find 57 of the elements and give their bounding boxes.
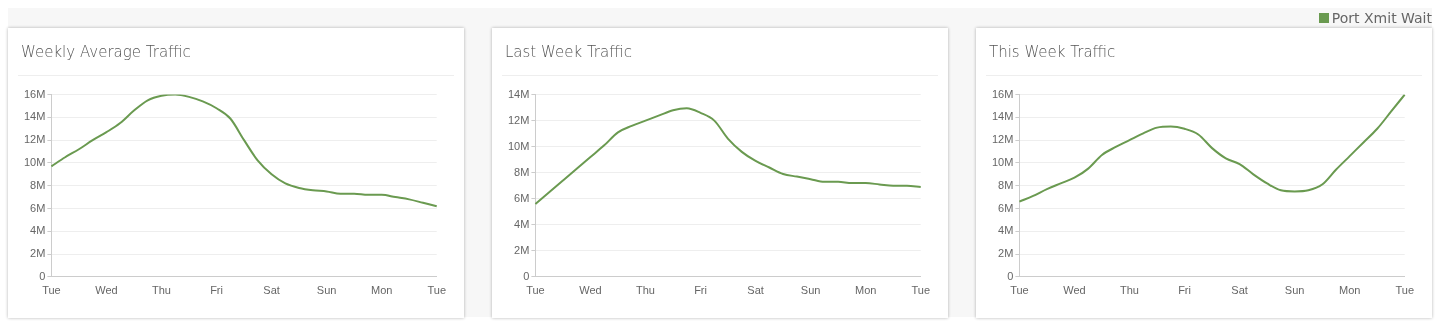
y-tick-label: 6M [998, 201, 1014, 214]
x-tick-label: Fri [1178, 284, 1191, 297]
y-tick-label: 4M [514, 217, 530, 230]
y-tick-label: 10M [507, 139, 530, 152]
x-tick-label: Sat [263, 284, 280, 297]
y-tick-label: 2M [998, 247, 1014, 260]
x-tick-label: Tue [1395, 284, 1414, 297]
chart-title: This Week Traffic [986, 28, 1422, 76]
y-tick-label: 0 [39, 269, 46, 282]
y-tick-label: 14M [991, 110, 1014, 123]
x-tick-label: Mon [1338, 284, 1361, 297]
y-tick-label: 14M [507, 87, 530, 100]
y-tick-label: 10M [991, 155, 1014, 168]
x-tick-label: Thu [1120, 284, 1139, 297]
x-tick-label: Sat [747, 284, 764, 297]
x-tick-label: Sat [1231, 284, 1248, 297]
legend-label: Port Xmit Wait [1331, 10, 1432, 26]
chart-title: Weekly Average Traffic [18, 28, 454, 76]
y-tick-label: 12M [23, 133, 46, 146]
y-tick-label: 12M [991, 133, 1014, 146]
line-series [534, 107, 922, 205]
y-tick-label: 14M [23, 110, 46, 123]
x-tick-label: Wed [95, 284, 118, 297]
y-tick-label: 6M [30, 201, 46, 214]
y-tick-label: 2M [514, 243, 530, 256]
line-series [1018, 94, 1406, 203]
x-tick-label: Wed [579, 284, 602, 297]
y-tick-label: 4M [30, 224, 46, 237]
chart-title: Last Week Traffic [502, 28, 938, 76]
x-tick-label: Thu [636, 284, 655, 297]
line-series [50, 94, 438, 208]
y-tick-label: 8M [998, 178, 1014, 191]
y-tick-label: 12M [507, 113, 530, 126]
x-tick-label: Mon [854, 284, 877, 297]
y-tick-label: 2M [30, 247, 46, 260]
y-tick-label: 8M [30, 178, 46, 191]
y-tick-label: 8M [514, 165, 530, 178]
x-tick-label: Tue [526, 284, 545, 297]
x-tick-label: Sun [316, 284, 337, 297]
x-tick-label: Wed [1063, 284, 1086, 297]
y-tick-label: 10M [23, 155, 46, 168]
x-tick-label: Sun [1284, 284, 1305, 297]
x-tick-label: Tue [42, 284, 61, 297]
x-tick-label: Sun [800, 284, 821, 297]
x-tick-label: Thu [152, 284, 171, 297]
x-tick-label: Tue [427, 284, 446, 297]
x-tick-label: Fri [694, 284, 707, 297]
y-tick-label: 4M [998, 224, 1014, 237]
y-tick-label: 16M [23, 87, 46, 100]
y-tick-label: 0 [523, 269, 530, 282]
x-tick-label: Mon [370, 284, 393, 297]
y-tick-label: 6M [514, 191, 530, 204]
x-tick-label: Tue [1010, 284, 1029, 297]
x-tick-label: Fri [210, 284, 223, 297]
x-tick-label: Tue [911, 284, 930, 297]
y-tick-label: 16M [991, 87, 1014, 100]
y-tick-label: 0 [1007, 269, 1014, 282]
